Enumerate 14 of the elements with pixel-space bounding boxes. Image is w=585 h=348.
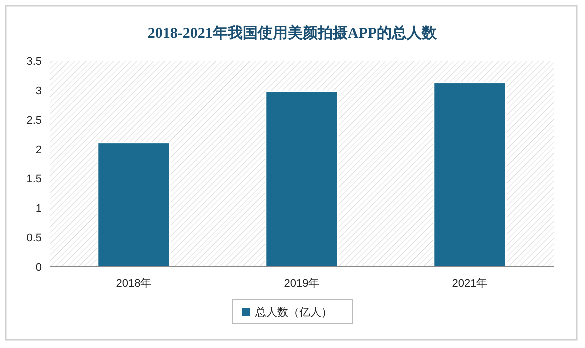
y-tick-label: 0.5 bbox=[26, 232, 42, 245]
x-tick-label: 2018年 bbox=[116, 278, 152, 290]
x-tick-label: 2021年 bbox=[452, 278, 488, 290]
y-tick-label: 1.5 bbox=[26, 174, 42, 186]
y-tick-label: 1 bbox=[36, 203, 42, 216]
title: 2018-2021年我国使用美颜拍摄APP的总人数 bbox=[148, 26, 438, 42]
y-tick-label: 3 bbox=[36, 85, 42, 98]
y-tick-label: 2.5 bbox=[26, 114, 42, 127]
legend: 总人数（亿人） bbox=[232, 300, 353, 324]
legend-label: 总人数（亿人） bbox=[254, 306, 332, 319]
y-tick-label: 3.5 bbox=[26, 56, 42, 68]
y-tick-label: 0 bbox=[36, 262, 42, 274]
y-tick-label: 2 bbox=[36, 144, 42, 156]
x-tick-label: 2019年 bbox=[284, 278, 320, 290]
